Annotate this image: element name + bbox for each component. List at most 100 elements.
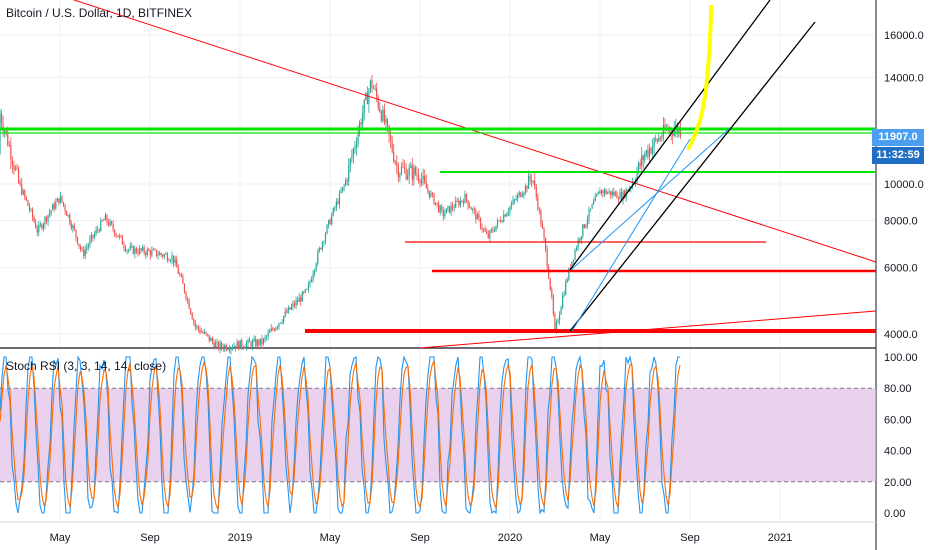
candle-body [149, 250, 151, 256]
time-axis[interactable]: May Sep 2019 May Sep 2020 May Sep 2021 [50, 532, 793, 544]
candle-body [365, 92, 367, 100]
candle-body [527, 175, 530, 189]
candle-body [538, 209, 540, 211]
stoch-rsi-k-line[interactable] [0, 354, 680, 515]
candle-body [549, 278, 551, 290]
candle-body [658, 137, 660, 142]
price-tick-label: 8000.0 [884, 216, 918, 228]
candle-body [146, 249, 148, 255]
candle-body [205, 332, 207, 334]
candle-body [297, 300, 299, 302]
candle-body [241, 340, 243, 347]
candle-body [524, 185, 527, 193]
candle-body [624, 191, 626, 198]
candle-body [532, 180, 534, 182]
rsi-axis[interactable]: 0.00 20.00 40.00 60.00 80.00 100.00 [884, 352, 918, 520]
candle-body [131, 246, 133, 247]
channel-upper-line[interactable] [569, 0, 771, 271]
channel-inner-line-blue[interactable] [571, 138, 691, 332]
candle-body [19, 182, 21, 185]
candle-body [199, 329, 201, 333]
candle-body [662, 124, 664, 137]
candle-body [588, 209, 590, 220]
candle-body [343, 185, 345, 188]
candle-body [386, 119, 389, 126]
candle-body [557, 321, 559, 323]
candle-body [405, 168, 407, 180]
candle-body [216, 342, 218, 343]
candle-body [16, 167, 18, 169]
candle-body [103, 219, 105, 221]
candle-body [84, 249, 86, 256]
candle-body [433, 193, 435, 205]
candle-body [28, 205, 31, 210]
candle-body [329, 219, 331, 225]
candle-body [45, 217, 48, 222]
candle-body [407, 175, 409, 180]
candle-body [399, 173, 401, 178]
candle-body [445, 208, 447, 214]
candle-body [427, 188, 429, 191]
candle-body [183, 283, 186, 293]
channel-lower-line[interactable] [569, 21, 816, 332]
candle-body [579, 239, 581, 241]
candle-body [597, 191, 599, 195]
candle-body [286, 311, 288, 313]
drawn-trendlines[interactable] [0, 0, 877, 349]
candle-body [455, 200, 457, 208]
candle-body [197, 326, 199, 330]
candle-body [303, 291, 305, 293]
candle-body [137, 252, 139, 254]
candle-body [10, 145, 12, 161]
price-candles[interactable] [0, 74, 682, 355]
candle-body [413, 167, 415, 180]
candle-body [242, 346, 244, 348]
candle-body [304, 289, 306, 293]
candle-body [529, 175, 531, 181]
price-tick-label: 16000.0 [884, 30, 924, 42]
candle-body [323, 241, 325, 243]
candle-body [266, 336, 268, 338]
candle-body [134, 248, 136, 254]
candle-body [267, 332, 269, 337]
candle-body [233, 346, 235, 348]
descending-resistance-line[interactable] [0, 0, 877, 263]
candle-body [293, 303, 296, 306]
projected-move-line[interactable] [686, 4, 713, 151]
candle-body [607, 192, 609, 194]
candle-body [151, 250, 153, 256]
stoch-rsi-pane[interactable] [0, 354, 876, 515]
candle-body [540, 210, 542, 225]
candle-body [489, 230, 491, 238]
candle-body [614, 192, 616, 196]
chart-title: Bitcoin / U.S. Dollar, 1D, BITFINEX [6, 6, 193, 20]
candle-body [414, 167, 416, 175]
candle-body [507, 211, 509, 214]
rsi-tick-label: 40.00 [884, 446, 912, 458]
candle-body [318, 247, 320, 252]
candle-body [514, 199, 516, 201]
candle-body [498, 220, 500, 222]
candle-body [434, 202, 437, 205]
candle-body [39, 224, 41, 226]
candle-body [574, 250, 576, 260]
candle-body [290, 306, 292, 310]
candle-body [50, 210, 52, 213]
candle-body [492, 229, 494, 231]
candle-body [0, 113, 1, 154]
channel-mid-line-blue[interactable] [571, 127, 731, 270]
candle-body [430, 192, 432, 197]
price-axis[interactable]: 4000.0 6000.0 8000.0 10000.0 14000.0 16000.0 [884, 30, 924, 341]
candle-body [210, 338, 212, 341]
candle-body [403, 167, 406, 169]
candle-body [566, 279, 568, 282]
candle-body [253, 339, 255, 342]
candle-body [154, 249, 156, 251]
candle-body [479, 218, 482, 228]
candle-body [155, 249, 158, 256]
candle-body [472, 208, 474, 210]
candle-body [531, 180, 533, 182]
stoch-rsi-d-line[interactable] [0, 360, 681, 512]
rsi-tick-label: 20.00 [884, 477, 912, 489]
